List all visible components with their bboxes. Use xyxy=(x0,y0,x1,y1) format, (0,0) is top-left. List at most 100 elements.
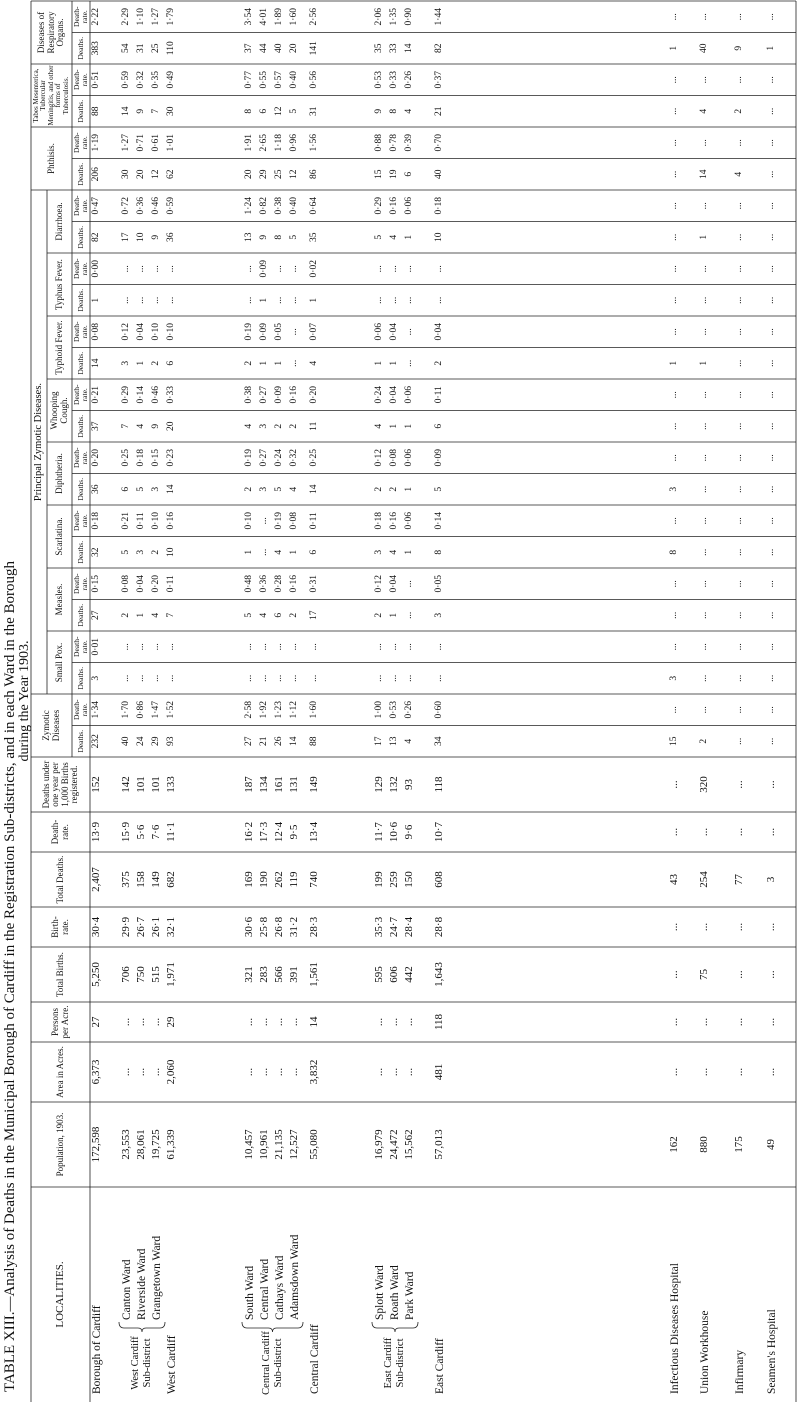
cell-value: ... xyxy=(766,13,777,21)
cell-value: 6 xyxy=(121,486,132,492)
cell-value: ... xyxy=(733,922,746,932)
cell-value: 17 xyxy=(121,232,132,243)
sub-header: Deaths. xyxy=(76,729,86,753)
cell-value: 6 xyxy=(404,171,415,177)
cell-value: 25·8 xyxy=(258,916,271,938)
cell-value: ... xyxy=(244,674,255,682)
cell-value: 6 xyxy=(259,108,270,114)
cell-value: 0·82 xyxy=(259,197,270,215)
cell-value: ... xyxy=(309,674,320,682)
cell-value: 0·16 xyxy=(166,512,177,530)
cell-value: ... xyxy=(766,454,777,462)
cell-value: 16,979 xyxy=(373,1129,386,1160)
disease-header: Tabes Mesenterica, Tubercular Meningitis… xyxy=(32,65,70,126)
cell-value: 14 xyxy=(404,43,415,54)
column-header: Total Deaths. xyxy=(54,855,65,904)
cell-value: 0·32 xyxy=(136,71,147,89)
cell-value: ... xyxy=(766,517,777,525)
row-label: Borough of Cardiff xyxy=(91,1305,103,1394)
cell-value: 10 xyxy=(166,547,177,558)
cell-value: ... xyxy=(669,454,680,462)
disease-header: Small Pox. xyxy=(53,642,64,683)
cell-value: ... xyxy=(136,674,147,682)
cell-value: ... xyxy=(258,1067,271,1077)
cell-value: ... xyxy=(404,296,415,304)
cell-value: ... xyxy=(120,1017,133,1027)
cell-value: ... xyxy=(765,780,778,789)
cell-value: 0·19 xyxy=(244,449,255,467)
cell-value: 199 xyxy=(373,871,386,888)
cell-value: 0·60 xyxy=(434,701,445,719)
cell-value: 1·27 xyxy=(151,8,162,26)
sub-header: Deaths. xyxy=(76,540,86,564)
cell-value: ... xyxy=(243,1067,256,1077)
cell-value: 21,135 xyxy=(273,1129,286,1160)
cell-value: 21 xyxy=(259,736,270,747)
cell-value: ... xyxy=(274,674,285,682)
cell-value: ... xyxy=(309,643,320,651)
cell-value: 23,553 xyxy=(120,1129,133,1160)
row-label: Grangetown Ward xyxy=(151,1235,163,1320)
cell-value: 2 xyxy=(151,360,162,366)
cell-value: 5 xyxy=(136,486,147,492)
cell-value: ... xyxy=(766,737,777,745)
cell-value: 36 xyxy=(166,232,177,243)
cell-value: 4 xyxy=(404,108,415,114)
cell-value: ... xyxy=(698,922,711,932)
cell-value: ... xyxy=(669,139,680,147)
cell-value: 0·33 xyxy=(389,71,400,89)
cell-value: 391 xyxy=(288,966,301,983)
cell-value: 24·7 xyxy=(388,916,401,938)
cell-value: 0·06 xyxy=(374,323,385,341)
cell-value: ... xyxy=(289,296,300,304)
cell-value: 0·25 xyxy=(309,449,320,467)
cell-value: 10,457 xyxy=(243,1129,256,1160)
cell-value: ... xyxy=(243,1017,256,1027)
cell-value: 187 xyxy=(243,776,256,793)
cell-value: 0·07 xyxy=(309,323,320,341)
cell-value: ... xyxy=(766,643,777,651)
cell-value: 442 xyxy=(403,966,416,983)
cell-value: ... xyxy=(669,706,680,714)
cell-value: ... xyxy=(388,1067,401,1077)
cell-value: 1·44 xyxy=(434,8,445,26)
cell-value: ... xyxy=(374,643,385,651)
cell-value: 0·53 xyxy=(374,71,385,89)
cell-value: 13 xyxy=(389,736,400,747)
row-label: Roath Ward xyxy=(389,1265,401,1320)
cell-value: ... xyxy=(734,485,745,493)
cell-value: 262 xyxy=(273,871,286,888)
cell-value: ... xyxy=(668,970,681,979)
cell-value: 12 xyxy=(289,169,300,180)
cell-value: 1·79 xyxy=(166,8,177,26)
cell-value: 0·15 xyxy=(91,575,102,593)
cell-value: 1 xyxy=(136,612,147,618)
cell-value: ... xyxy=(734,643,745,651)
sub-district-label: Central Cardiff Sub-district xyxy=(260,1331,284,1395)
cell-value: 3 xyxy=(259,423,270,429)
cell-value: ... xyxy=(151,296,162,304)
cell-value: 31 xyxy=(136,43,147,54)
cell-value: 1·89 xyxy=(274,8,285,26)
cell-value: ... xyxy=(766,170,777,178)
cell-value: 0·28 xyxy=(274,575,285,593)
cell-value: 1 xyxy=(766,45,777,51)
cell-value: ... xyxy=(404,265,415,273)
cell-value: 0·11 xyxy=(166,575,177,593)
cell-value: 6,373 xyxy=(90,1059,103,1085)
cell-value: ... xyxy=(404,359,415,367)
cell-value: 82 xyxy=(91,232,102,243)
cell-value: ... xyxy=(734,580,745,588)
cell-value: 0·06 xyxy=(404,449,415,467)
cell-value: 16·2 xyxy=(243,821,256,843)
cell-value: 1 xyxy=(669,360,680,366)
cell-value: 2·22 xyxy=(91,8,102,26)
cell-value: 515 xyxy=(150,966,163,983)
cell-value: 8 xyxy=(434,549,445,555)
cell-value: 11·7 xyxy=(373,822,386,842)
sub-header: Death-rate. xyxy=(72,6,89,27)
cell-value: 5 xyxy=(289,108,300,114)
cell-value: 2 xyxy=(374,612,385,618)
cell-value: 5 xyxy=(244,612,255,618)
